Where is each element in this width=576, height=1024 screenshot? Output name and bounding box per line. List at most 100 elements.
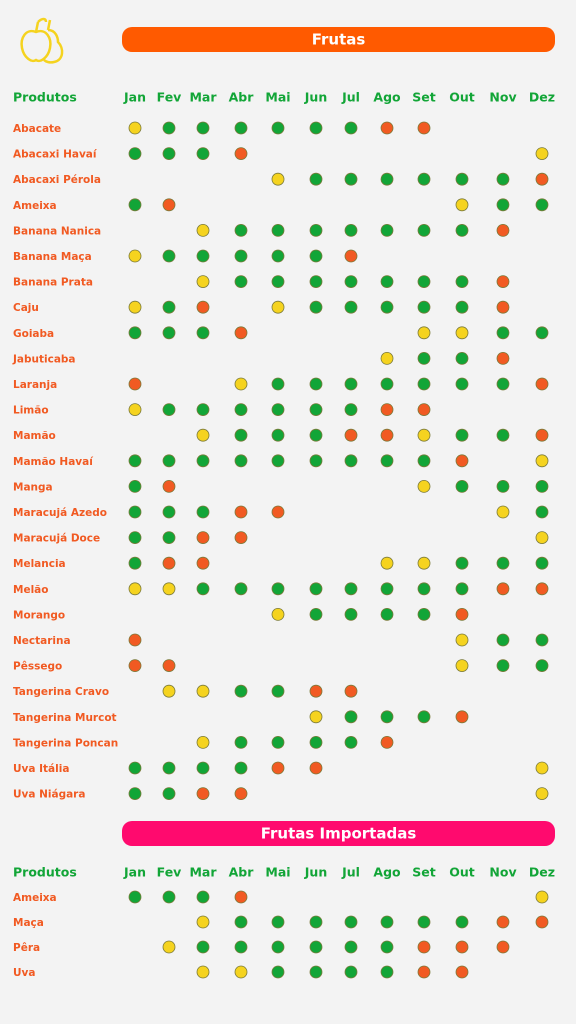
season-dot bbox=[455, 479, 469, 493]
season-dot bbox=[196, 915, 210, 929]
product-name: Jabuticaba bbox=[12, 353, 76, 365]
season-dot bbox=[496, 633, 510, 647]
season-dot bbox=[417, 351, 431, 365]
season-dot bbox=[455, 556, 469, 570]
product-name: Pêssego bbox=[13, 661, 62, 673]
season-dot bbox=[128, 403, 142, 417]
season-dot bbox=[496, 556, 510, 570]
season-dot bbox=[196, 147, 210, 161]
season-dot bbox=[417, 121, 431, 135]
month-label: Dez bbox=[529, 90, 555, 105]
season-dot bbox=[535, 147, 549, 161]
season-dot bbox=[196, 300, 210, 314]
season-dot bbox=[417, 965, 431, 979]
season-dot bbox=[496, 223, 510, 237]
season-dot bbox=[234, 890, 248, 904]
season-dot bbox=[496, 940, 510, 954]
season-dot bbox=[455, 377, 469, 391]
season-dot bbox=[309, 736, 323, 749]
season-dot bbox=[162, 249, 176, 263]
season-dot bbox=[380, 582, 394, 596]
season-dot bbox=[234, 940, 248, 954]
product-name: Morango bbox=[13, 609, 65, 621]
season-dot bbox=[196, 454, 210, 468]
season-dot bbox=[271, 377, 285, 391]
season-dot bbox=[196, 556, 210, 570]
season-dot bbox=[417, 326, 431, 340]
season-dot bbox=[496, 326, 510, 340]
season-dot bbox=[234, 403, 248, 417]
product-name: Pêra bbox=[13, 942, 40, 954]
season-dot bbox=[455, 300, 469, 314]
season-dot bbox=[162, 454, 176, 468]
season-dot bbox=[162, 147, 176, 161]
season-dot bbox=[496, 428, 510, 442]
season-dot bbox=[128, 198, 142, 212]
season-dot bbox=[344, 249, 358, 263]
product-name: Maça bbox=[13, 917, 44, 929]
season-dot bbox=[455, 326, 469, 340]
season-dot bbox=[234, 147, 248, 161]
season-dot bbox=[344, 172, 358, 186]
season-dot bbox=[380, 403, 394, 417]
season-dot bbox=[309, 428, 323, 442]
month-label: Jul bbox=[341, 90, 360, 105]
month-label: Mai bbox=[265, 90, 290, 105]
season-dot bbox=[234, 684, 248, 698]
product-name: Limão bbox=[13, 405, 49, 417]
season-dot bbox=[417, 940, 431, 954]
season-dot bbox=[455, 940, 469, 954]
season-dot bbox=[496, 479, 510, 493]
season-dot bbox=[128, 531, 142, 544]
season-dot bbox=[496, 659, 510, 672]
product-name: Uva Itália bbox=[13, 763, 69, 775]
season-dot bbox=[455, 659, 469, 672]
season-dot bbox=[196, 428, 210, 442]
season-dot bbox=[535, 890, 549, 904]
month-label: Ago bbox=[373, 90, 401, 105]
season-dot bbox=[309, 403, 323, 417]
season-dot bbox=[344, 403, 358, 417]
month-label: Jan bbox=[123, 90, 146, 105]
season-dot bbox=[496, 377, 510, 391]
season-dot bbox=[535, 428, 549, 442]
month-label: Jun bbox=[304, 90, 327, 105]
season-dot bbox=[234, 121, 248, 135]
season-dot bbox=[162, 556, 176, 570]
season-dot bbox=[417, 300, 431, 314]
season-dot bbox=[344, 582, 358, 596]
season-dot bbox=[128, 787, 142, 800]
season-dot bbox=[271, 736, 285, 749]
column-header: Produtos bbox=[13, 90, 77, 105]
season-dot bbox=[234, 326, 248, 340]
season-dot bbox=[455, 275, 469, 289]
season-dot bbox=[380, 608, 394, 621]
fruit-icon bbox=[20, 17, 64, 64]
season-dot bbox=[455, 710, 469, 724]
season-dot bbox=[417, 454, 431, 468]
season-dot bbox=[162, 940, 176, 954]
season-dot bbox=[271, 403, 285, 417]
season-dot bbox=[496, 172, 510, 186]
season-dot bbox=[455, 915, 469, 929]
season-dot bbox=[496, 915, 510, 929]
season-dot bbox=[196, 326, 210, 340]
season-dot bbox=[128, 761, 142, 775]
season-dot bbox=[344, 736, 358, 749]
column-header: Produtos bbox=[13, 865, 77, 880]
season-dot bbox=[162, 300, 176, 314]
product-name: Ameixa bbox=[13, 892, 57, 904]
season-dot bbox=[455, 351, 469, 365]
season-dot bbox=[196, 940, 210, 954]
season-dot bbox=[380, 172, 394, 186]
season-dot bbox=[309, 608, 323, 621]
season-dot bbox=[309, 915, 323, 929]
season-dot bbox=[271, 940, 285, 954]
season-dot bbox=[455, 965, 469, 979]
season-dot bbox=[234, 531, 248, 544]
product-name: Nectarina bbox=[13, 635, 71, 647]
season-dot bbox=[309, 172, 323, 186]
season-dot bbox=[535, 198, 549, 212]
season-dot bbox=[162, 198, 176, 212]
